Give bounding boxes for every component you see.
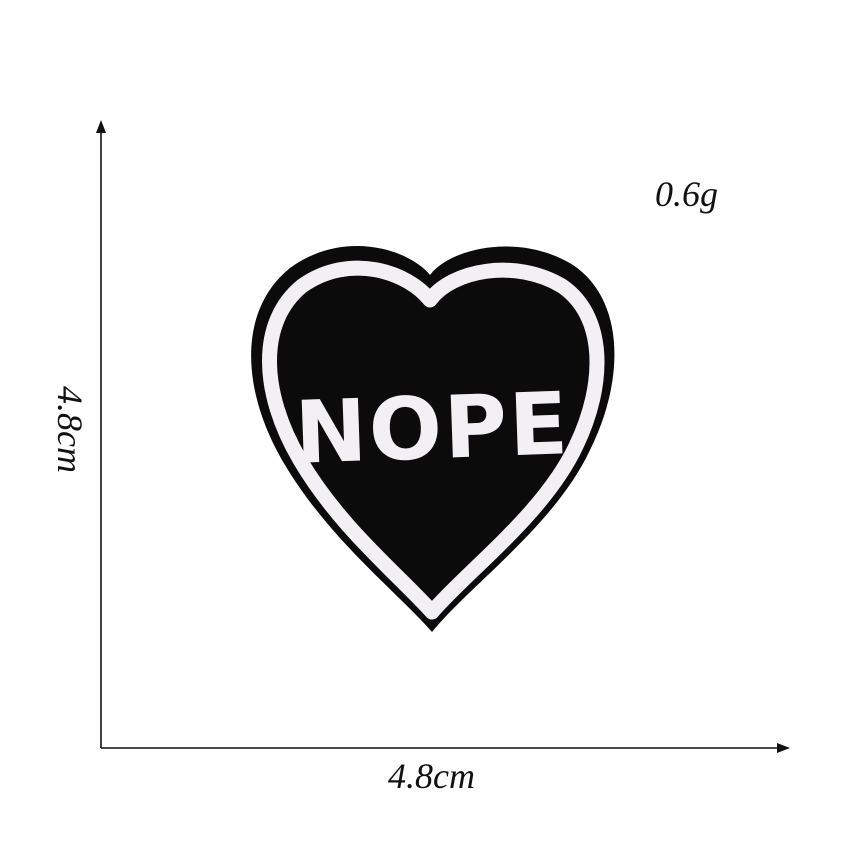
width-label: 4.8cm xyxy=(388,756,475,796)
heart-patch: NOPE xyxy=(251,245,615,632)
heart-patch-border-stitching xyxy=(262,260,605,620)
height-label: 4.8cm xyxy=(50,386,90,473)
width-axis-arrowhead xyxy=(777,743,790,753)
heart-patch-fabric xyxy=(251,245,615,632)
weight-label: 0.6g xyxy=(655,174,718,214)
height-axis-arrowhead xyxy=(96,120,106,133)
patch-text: NOPE xyxy=(293,374,571,484)
